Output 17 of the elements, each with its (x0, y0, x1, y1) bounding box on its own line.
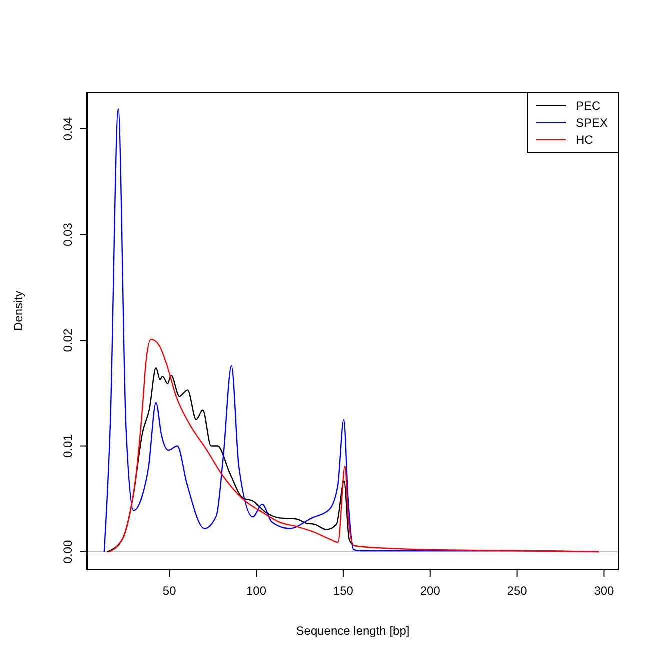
x-tick-label: 100 (246, 584, 267, 598)
y-tick-label: 0.04 (61, 117, 75, 141)
x-tick-label: 300 (594, 584, 615, 598)
legend-label: HC (576, 132, 594, 146)
x-axis-title: Sequence length [bp] (296, 624, 410, 638)
x-tick-label: 150 (333, 584, 354, 598)
legend-label: PEC (576, 98, 601, 112)
y-axis-title: Density (11, 290, 26, 331)
y-tick-label: 0.01 (61, 434, 75, 458)
y-tick-label: 0.00 (61, 540, 75, 564)
y-tick-label: 0.03 (61, 222, 75, 246)
legend-label: SPEX (576, 116, 608, 130)
y-tick-label: 0.02 (61, 328, 75, 352)
x-tick-label: 200 (420, 584, 441, 598)
line-series (108, 338, 600, 553)
x-tick-label: 50 (162, 584, 177, 598)
x-tick-label: 250 (507, 584, 528, 598)
